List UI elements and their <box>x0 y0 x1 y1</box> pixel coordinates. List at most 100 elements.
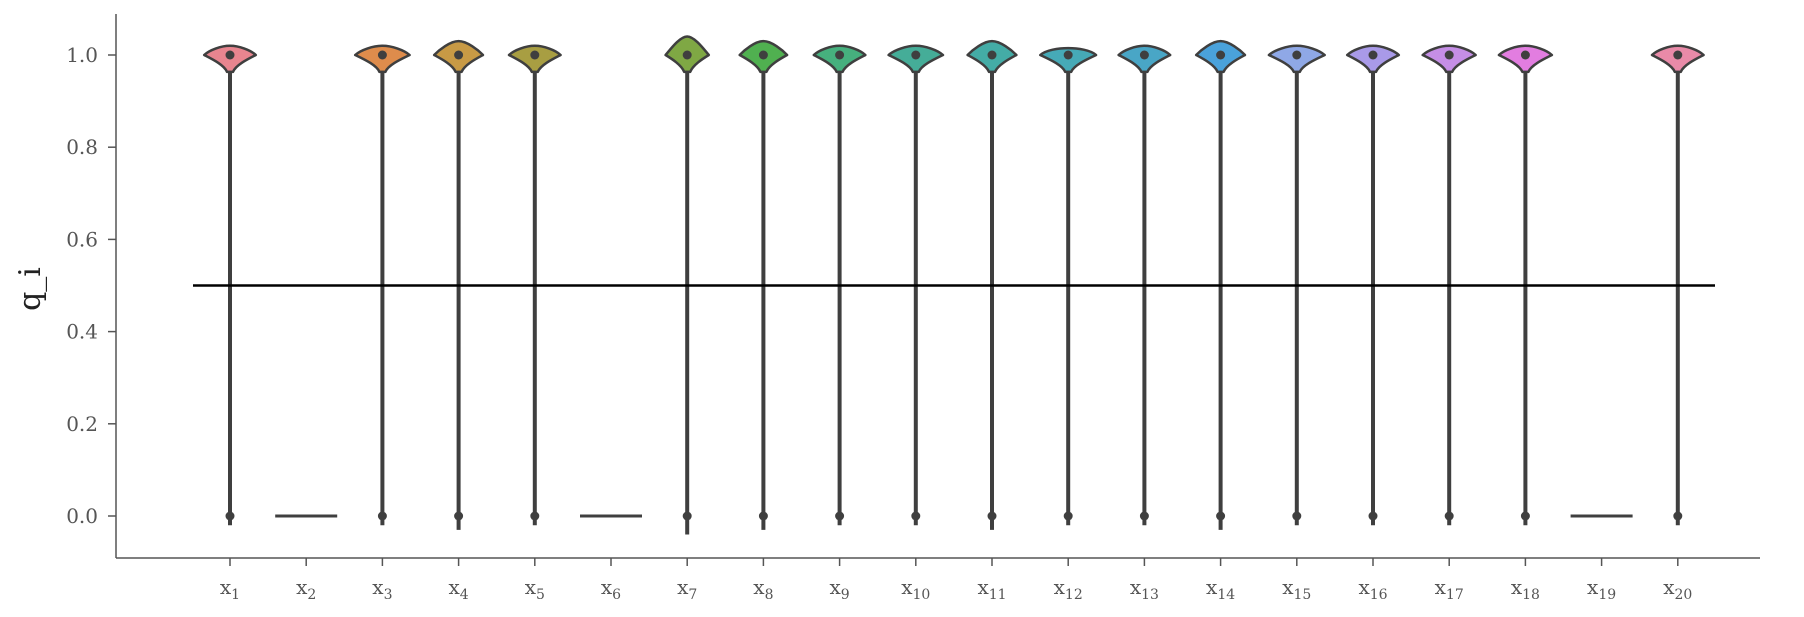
median-dot-lower <box>1139 511 1149 521</box>
violin-17 <box>1421 44 1477 526</box>
median-dot-lower <box>1444 511 1454 521</box>
violin-12 <box>1039 46 1098 526</box>
x-tick-label-subscript: 7 <box>688 587 697 603</box>
x-tick-label: x1 <box>220 575 240 603</box>
median-dot-upper <box>225 50 235 60</box>
x-tick-label-subscript: 11 <box>989 587 1007 603</box>
x-tick-label-base: x <box>372 575 384 599</box>
x-tick-label-subscript: 8 <box>765 587 774 603</box>
median-dot-lower <box>1673 511 1683 521</box>
x-tick-label: x6 <box>601 575 621 603</box>
median-dot-upper <box>377 50 387 60</box>
median-dot-upper <box>1444 50 1454 60</box>
x-tick-label-subscript: 19 <box>1598 587 1616 603</box>
y-tick-label: 0.6 <box>66 227 98 251</box>
x-tick-label-base: x <box>1358 575 1370 599</box>
y-tick-label: 0.0 <box>66 504 98 528</box>
y-tick-label: 0.4 <box>66 320 98 344</box>
violin-11 <box>966 39 1018 530</box>
x-tick-label-base: x <box>220 575 232 599</box>
y-ticks: 0.0 0.2 0.4 0.6 0.8 1.0 <box>66 43 116 528</box>
violins-layer <box>202 35 1705 535</box>
median-dot-upper <box>911 50 921 60</box>
y-tick-label: 0.2 <box>66 412 98 436</box>
x-tick-label-base: x <box>1206 575 1218 599</box>
median-dot-upper <box>1292 50 1302 60</box>
median-dot-upper <box>1368 50 1378 60</box>
x-tick-label: x9 <box>829 575 849 603</box>
x-tick-label-base: x <box>1130 575 1142 599</box>
x-tick-label-subscript: 12 <box>1065 587 1083 603</box>
x-tick-label-base: x <box>901 575 913 599</box>
x-tick-label-subscript: 13 <box>1141 587 1159 603</box>
x-tick-label: x10 <box>901 575 930 603</box>
x-tick-label: x17 <box>1435 575 1464 603</box>
x-tick-label-subscript: 9 <box>841 587 850 603</box>
median-dot-upper <box>1063 50 1073 60</box>
x-tick-label-base: x <box>1054 575 1066 599</box>
x-tick-label: x4 <box>448 575 468 603</box>
median-dot-upper <box>454 50 464 60</box>
x-tick-label-base: x <box>601 575 613 599</box>
x-tick-label-base: x <box>448 575 460 599</box>
median-dot-lower <box>1063 511 1073 521</box>
y-axis-label: q_i <box>13 267 48 311</box>
violin-13 <box>1117 44 1172 526</box>
median-dot-lower <box>377 511 387 521</box>
x-tick-label: x11 <box>977 575 1006 603</box>
median-dot-lower <box>1292 511 1302 521</box>
x-tick-label-subscript: 10 <box>913 587 931 603</box>
x-tick-label-base: x <box>753 575 765 599</box>
x-tick-label-base: x <box>1282 575 1294 599</box>
x-tick-label-base: x <box>1435 575 1447 599</box>
x-tick-label: x15 <box>1282 575 1311 603</box>
x-tick-label: x2 <box>296 575 316 603</box>
x-tick-label-base: x <box>525 575 537 599</box>
x-tick-label: x5 <box>525 575 545 603</box>
x-tick-label: x7 <box>677 575 697 603</box>
x-tick-label-subscript: 20 <box>1675 587 1693 603</box>
median-dot-lower <box>225 511 235 521</box>
x-tick-label-subscript: 4 <box>460 587 469 603</box>
x-tick-label-subscript: 15 <box>1294 587 1312 603</box>
x-tick-label-subscript: 14 <box>1217 587 1235 603</box>
x-tick-label-base: x <box>1587 575 1599 599</box>
median-dot-lower <box>454 511 464 521</box>
median-dot-upper <box>1139 50 1149 60</box>
y-tick-label: 0.8 <box>66 135 98 159</box>
violin-15 <box>1267 44 1326 526</box>
x-tick-label-base: x <box>296 575 308 599</box>
x-tick-label: x19 <box>1587 575 1616 603</box>
x-tick-label-base: x <box>977 575 989 599</box>
x-ticks: x1 x2 x3 x4 x5 x6 x7 x8 x9 x10 x11 x12 x13 x14 x15 x16 x… <box>220 558 1692 603</box>
violin-18 <box>1497 44 1554 526</box>
x-tick-label: x12 <box>1054 575 1083 603</box>
x-tick-label: x8 <box>753 575 773 603</box>
median-dot-upper <box>530 50 540 60</box>
x-tick-label-subscript: 18 <box>1522 587 1540 603</box>
violin-16 <box>1345 44 1401 526</box>
x-tick-label-base: x <box>1511 575 1523 599</box>
y-tick-label: 1.0 <box>66 43 98 67</box>
x-tick-label: x20 <box>1663 575 1692 603</box>
x-tick-label: x3 <box>372 575 392 603</box>
median-dot-upper <box>1216 50 1226 60</box>
x-tick-label-subscript: 5 <box>536 587 545 603</box>
median-dot-lower <box>1216 511 1226 521</box>
violin-7 <box>664 35 711 535</box>
median-dot-upper <box>682 50 692 60</box>
x-tick-label-base: x <box>829 575 841 599</box>
median-dot-upper <box>758 50 768 60</box>
violin-1 <box>202 44 258 526</box>
violin-20 <box>1650 44 1705 526</box>
violin-14 <box>1194 39 1247 530</box>
x-tick-label: x18 <box>1511 575 1540 603</box>
violin-10 <box>887 44 945 526</box>
x-tick-label-subscript: 2 <box>307 587 316 603</box>
median-dot-lower <box>758 511 768 521</box>
violin-5 <box>507 44 562 526</box>
x-tick-label-subscript: 6 <box>612 587 621 603</box>
x-tick-label-subscript: 17 <box>1446 587 1464 603</box>
median-dot-lower <box>682 511 692 521</box>
